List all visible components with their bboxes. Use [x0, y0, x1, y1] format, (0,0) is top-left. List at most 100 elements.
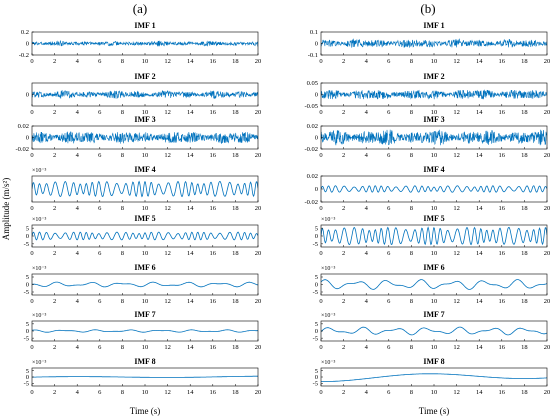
x-tick-label: 14 — [187, 58, 194, 65]
x-tick-label: 4 — [76, 250, 80, 257]
y-tick-label: -5 — [313, 335, 318, 342]
signal-line — [321, 226, 547, 246]
x-tick-label: 2 — [53, 250, 56, 257]
x-tick-label: 12 — [164, 250, 171, 257]
x-tick-label: 0 — [30, 58, 33, 65]
x-tick-label: 2 — [342, 205, 345, 212]
x-tick-label: 6 — [98, 389, 102, 396]
y-tick-label: 5 — [315, 368, 318, 375]
x-tick-label: 16 — [210, 205, 217, 212]
x-tick-label: 14 — [476, 58, 483, 65]
x-tick-label: 10 — [431, 389, 438, 396]
axes-box — [320, 367, 548, 387]
x-tick-label: 4 — [365, 205, 369, 212]
y-tick-label: 5 — [315, 274, 318, 281]
x-tick-label: 0 — [30, 205, 33, 212]
x-tick-label: 4 — [365, 152, 369, 159]
x-tick-label: 6 — [387, 298, 391, 305]
x-tick-label: 0 — [319, 298, 322, 305]
x-tick-label: 6 — [387, 250, 391, 257]
x-tick-label: 0 — [319, 152, 322, 159]
y-tick-label: 0 — [315, 41, 318, 48]
x-tick-label: 20 — [544, 152, 550, 159]
x-tick-label: 16 — [499, 152, 506, 159]
x-tick-label: 6 — [98, 250, 102, 257]
x-tick-label: 18 — [521, 250, 528, 257]
signal-line — [321, 279, 547, 290]
subplot-title: IMF 4 — [134, 165, 155, 174]
y-tick-label: 0 — [26, 328, 29, 335]
x-tick-label: 20 — [255, 250, 262, 257]
subplot-b-1: IMF 10.10-0.10 2 4 6 8 10 12 14 16 18 20 — [308, 21, 550, 65]
x-tick-label: 2 — [53, 298, 56, 305]
subplot-title: IMF 1 — [134, 21, 155, 30]
signal-line — [32, 180, 258, 198]
y-tick-label: -5 — [313, 289, 318, 296]
axes-box — [31, 224, 259, 248]
x-tick-label: 18 — [521, 58, 528, 65]
x-tick-label: 2 — [342, 298, 345, 305]
x-tick-label: 10 — [431, 250, 438, 257]
x-tick-label: 8 — [410, 58, 413, 65]
x-tick-label: 18 — [521, 152, 528, 159]
y-tick-label: 5 — [26, 368, 29, 375]
y-tick-label: -5 — [24, 335, 29, 342]
x-tick-label: 8 — [410, 389, 413, 396]
x-tick-label: 14 — [476, 298, 483, 305]
subplot-b-3: IMF 30.020-0.020 2 4 6 8 10 12 14 16 18 20 — [304, 115, 550, 159]
x-tick-label: 18 — [232, 298, 239, 305]
signal-line — [32, 131, 258, 144]
y-tick-label: -5 — [313, 381, 318, 388]
x-tick-label: 4 — [76, 109, 80, 116]
x-tick-label: 16 — [210, 344, 217, 351]
subplot-b-5: IMF 5×10⁻³50-50 2 4 6 8 10 12 14 16 18 20 — [313, 214, 550, 257]
x-tick-label: 6 — [387, 109, 391, 116]
x-tick-label: 14 — [476, 109, 483, 116]
x-tick-label: 20 — [544, 205, 550, 212]
x-tick-label: 2 — [342, 109, 345, 116]
y-tick-label: 0 — [315, 374, 318, 381]
x-tick-label: 8 — [121, 109, 124, 116]
x-tick-label: 4 — [76, 389, 80, 396]
x-tick-label: 0 — [30, 250, 33, 257]
x-tick-label: 8 — [410, 298, 413, 305]
exponent-label: ×10⁻³ — [32, 266, 47, 272]
x-axis-label-a: Time (s) — [130, 406, 160, 416]
axes-box — [320, 175, 548, 203]
x-tick-label: 20 — [255, 389, 262, 396]
y-tick-label: 0 — [26, 92, 29, 99]
y-axis-label: Amplitude (m/s²) — [1, 178, 11, 240]
x-tick-label: 12 — [164, 58, 171, 65]
x-tick-label: 10 — [142, 109, 149, 116]
x-tick-label: 12 — [164, 344, 171, 351]
signal-line — [32, 281, 258, 288]
x-tick-label: 18 — [521, 205, 528, 212]
x-tick-label: 0 — [319, 58, 322, 65]
x-tick-label: 4 — [365, 58, 369, 65]
subplot-title: IMF 2 — [134, 72, 155, 81]
x-tick-label: 0 — [30, 152, 33, 159]
signal-line — [32, 329, 258, 333]
x-tick-label: 20 — [544, 344, 550, 351]
x-tick-label: 0 — [319, 250, 322, 257]
x-tick-label: 20 — [255, 152, 262, 159]
x-tick-label: 8 — [121, 250, 124, 257]
y-tick-label: -0.05 — [304, 103, 318, 110]
x-tick-label: 4 — [76, 205, 80, 212]
y-tick-label: -0.02 — [304, 146, 318, 153]
x-tick-label: 6 — [98, 298, 102, 305]
subplot-title: IMF 3 — [134, 115, 155, 124]
subplot-a-7: IMF 7×10⁻³50-50 2 4 6 8 10 12 14 16 18 20 — [24, 310, 262, 351]
x-tick-label: 14 — [187, 250, 194, 257]
x-tick-label: 20 — [255, 298, 262, 305]
x-tick-label: 4 — [76, 152, 80, 159]
x-tick-label: 12 — [164, 152, 171, 159]
x-tick-label: 2 — [53, 109, 56, 116]
signal-line — [321, 129, 547, 146]
x-tick-label: 16 — [210, 58, 217, 65]
x-tick-label: 12 — [453, 205, 460, 212]
exponent-label: ×10⁻³ — [321, 360, 336, 366]
y-tick-label: 0 — [315, 92, 318, 99]
